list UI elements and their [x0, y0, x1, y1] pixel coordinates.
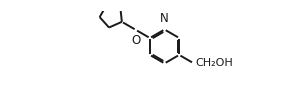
Text: N: N — [160, 12, 169, 25]
Text: O: O — [131, 34, 141, 47]
Text: CH₂OH: CH₂OH — [196, 58, 233, 68]
